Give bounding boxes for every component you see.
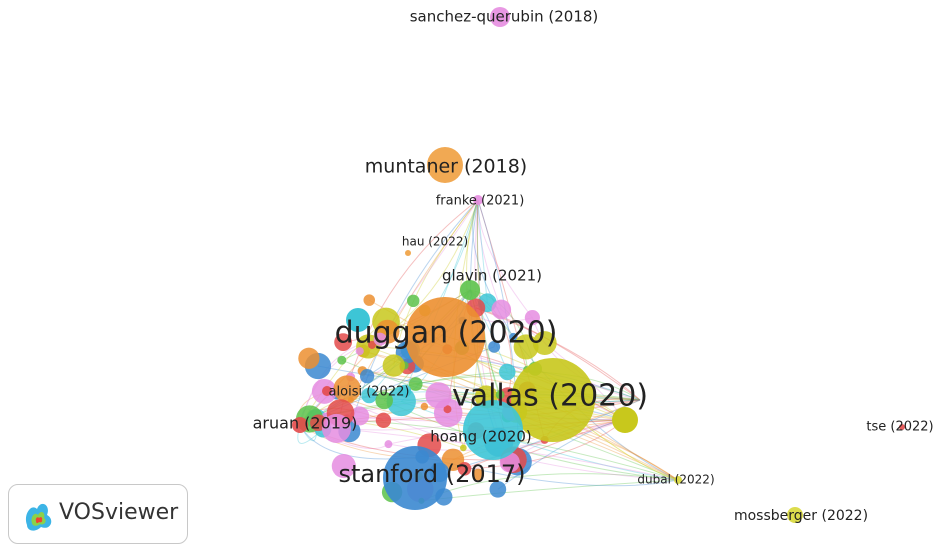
node-label: vallas (2020) [452, 379, 648, 414]
node [298, 347, 320, 369]
logo-icon [25, 503, 52, 531]
edge [477, 199, 488, 303]
node [459, 444, 467, 452]
node [490, 7, 510, 27]
node [457, 462, 472, 476]
node [363, 294, 376, 306]
node-label: stanford (2017) [338, 460, 525, 488]
vosviewer-logo[interactable]: VOSviewer [8, 484, 188, 544]
node [460, 280, 480, 300]
labels: sanchez-querubin (2018) muntaner (2018) fr… [253, 8, 933, 525]
edge [512, 336, 679, 481]
edge [348, 199, 479, 432]
logo-text: VOSviewer [59, 500, 179, 525]
node-label: mossberger (2022) [734, 508, 868, 524]
node [322, 386, 332, 396]
node [612, 407, 638, 433]
node [350, 406, 370, 426]
node [375, 412, 392, 428]
node [408, 377, 423, 391]
nodes [292, 7, 905, 523]
node [488, 340, 501, 353]
node-label: franke (2021) [436, 194, 525, 209]
node-label: aloisi (2022) [329, 385, 410, 400]
node [383, 446, 447, 510]
node-label: dubal (2022) [637, 473, 714, 487]
node [513, 334, 539, 360]
node [787, 507, 803, 523]
node [491, 299, 512, 320]
node-label: tse (2022) [866, 420, 933, 435]
node [355, 347, 364, 356]
node [386, 386, 416, 417]
node [382, 354, 405, 377]
edge [477, 199, 533, 318]
node [346, 308, 370, 332]
node [532, 331, 557, 356]
node [405, 297, 485, 377]
node [509, 332, 518, 341]
node [367, 340, 377, 349]
node [375, 391, 393, 410]
node [473, 195, 483, 205]
node [384, 440, 393, 449]
node [334, 333, 353, 352]
node-label: duggan (2020) [335, 316, 558, 351]
node-label: hoang (2020) [430, 428, 532, 446]
node [333, 375, 361, 403]
edge [477, 199, 502, 310]
node [443, 405, 452, 414]
node-label: sanchez-querubin (2018) [410, 8, 599, 26]
node [359, 369, 375, 384]
node [337, 355, 347, 365]
node-label: glavin (2021) [442, 267, 542, 285]
node [373, 332, 387, 346]
node [899, 424, 905, 430]
node [511, 358, 595, 442]
node [472, 468, 484, 481]
node [441, 448, 465, 472]
node [495, 390, 505, 400]
node [489, 480, 507, 498]
node-label: muntaner (2018) [365, 156, 527, 178]
node [321, 413, 352, 443]
node [361, 387, 378, 404]
node [407, 294, 420, 308]
node [331, 454, 356, 479]
node [292, 417, 308, 433]
node-label: aruan (2019) [253, 414, 358, 433]
node [427, 147, 463, 183]
node [674, 476, 682, 484]
node [499, 363, 516, 381]
node [405, 250, 411, 256]
edge [464, 419, 626, 470]
node [420, 402, 429, 411]
node [463, 400, 523, 460]
node [425, 382, 452, 409]
node [524, 309, 540, 326]
node-label: hau (2022) [402, 235, 468, 249]
